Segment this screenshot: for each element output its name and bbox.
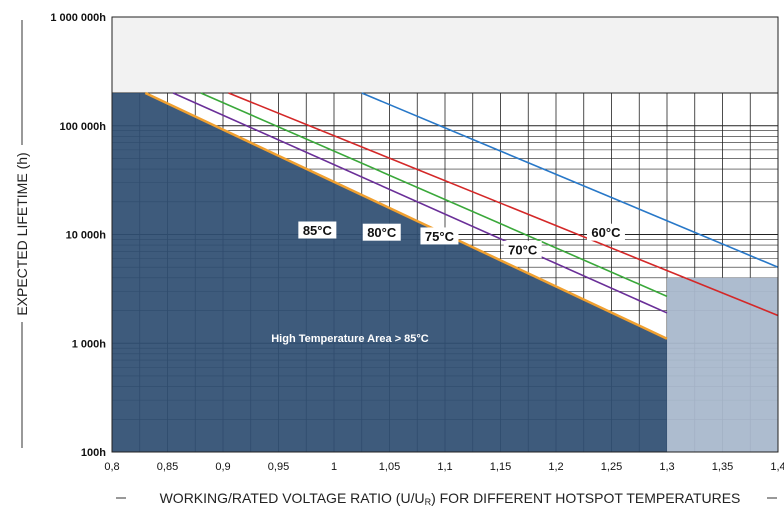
series-label-80C: 80°C: [367, 225, 397, 240]
x-axis-title: WORKING/RATED VOLTAGE RATIO (U/UR) FOR D…: [116, 490, 777, 507]
y-tick-label: 100 000h: [60, 121, 107, 133]
x-axis-title-text: WORKING/RATED VOLTAGE RATIO (U/UR) FOR D…: [160, 490, 741, 507]
x-tick-label: 1,35: [712, 461, 733, 473]
upper-band: [112, 17, 778, 94]
series-line-70C: [228, 92, 779, 317]
x-axis-ticks: 0,8 0,85 0,9 0,95 1 1,05 1,1 1,15 1,2 1,25 1,3 1,35…: [104, 461, 784, 473]
series-label-box: [420, 227, 459, 245]
plot-frame: [111, 16, 779, 453]
x-tick-label: 1,15: [490, 461, 511, 473]
x-tick-label: 1: [331, 461, 337, 473]
x-tick-label: 0,85: [157, 461, 178, 473]
series-label-75C: 75°C: [425, 229, 455, 244]
series-label-85C: 85°C: [303, 223, 333, 238]
x-tick-label: 0,8: [104, 461, 119, 473]
x-tick-label: 1,1: [437, 461, 452, 473]
x-tick-label: 0,95: [268, 461, 289, 473]
series-label-box: [362, 223, 401, 241]
series-labels: 85°C 80°C 75°C 70°C 60°C: [298, 221, 625, 258]
x-tick-label: 1,4: [770, 461, 784, 473]
series-line-75C: [200, 92, 668, 298]
series-label-box: [586, 223, 625, 241]
regions: [112, 93, 778, 452]
light-region: [667, 277, 778, 452]
y-axis-ticks: 100h 1 000h 10 000h 100 000h 1 000 000h: [50, 12, 106, 459]
high-temperature-area-label: High Temperature Area > 85°C: [271, 333, 429, 345]
y-axis-title-text: EXPECTED LIFETIME (h): [14, 152, 30, 315]
series-label-box: [503, 240, 542, 258]
x-tick-label: 0,9: [215, 461, 230, 473]
series-label-70C: 70°C: [508, 242, 538, 257]
y-tick-label: 10 000h: [66, 230, 107, 242]
y-tick-label: 100h: [81, 447, 106, 459]
background-bands: [112, 17, 778, 94]
x-tick-label: 1,2: [548, 461, 563, 473]
y-tick-label: 1 000h: [72, 338, 107, 350]
x-tick-label: 1,3: [659, 461, 674, 473]
y-axis-title: EXPECTED LIFETIME (h): [14, 20, 30, 448]
series-line-60C: [361, 92, 779, 268]
high-temperature-region: [112, 93, 667, 452]
y-tick-label: 1 000 000h: [50, 12, 106, 24]
series-label-box: [298, 221, 337, 239]
x-tick-label: 1,25: [601, 461, 622, 473]
series-line-80C: [172, 92, 668, 314]
series-label-60C: 60°C: [591, 225, 621, 240]
x-tick-label: 1,05: [379, 461, 400, 473]
series-line-85C: [144, 91, 668, 340]
series-lines: [144, 91, 779, 340]
